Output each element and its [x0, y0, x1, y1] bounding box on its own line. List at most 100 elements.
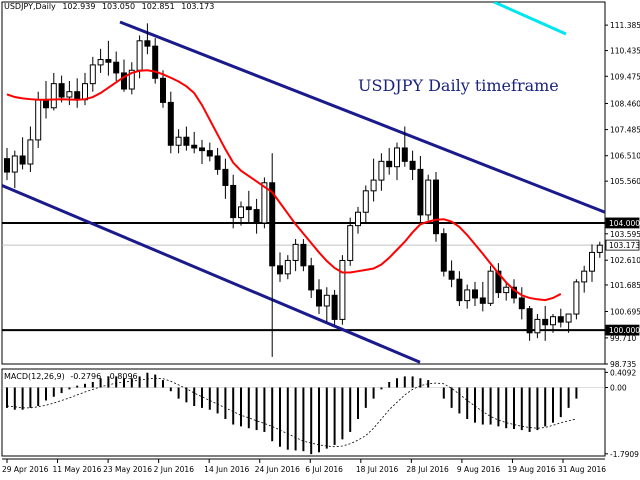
candle — [238, 201, 244, 226]
candle-body-bull — [370, 179, 377, 192]
candle-body-bull — [581, 270, 588, 283]
price-axis-label: 101.685 — [610, 281, 640, 290]
candle-body-bear — [222, 168, 229, 186]
candle — [74, 78, 81, 108]
candle-body-bear — [183, 136, 190, 146]
candle-body-bear — [105, 59, 112, 63]
candle-body-bull — [97, 59, 104, 66]
candle — [417, 155, 424, 223]
candle — [589, 244, 595, 282]
main-panel-frame — [1, 1, 606, 365]
candle-body-bear — [121, 72, 127, 90]
candle — [394, 142, 400, 181]
candle — [347, 217, 354, 266]
price-marker-label: 104.000 — [609, 219, 640, 228]
macd-signal-line — [6, 377, 577, 448]
time-axis-label: 24 Jun 2016 — [255, 465, 300, 474]
candle-body-bull — [425, 179, 432, 216]
candle-body-bear — [4, 158, 10, 173]
candle — [409, 150, 416, 181]
candle-body-bull — [565, 313, 572, 323]
candle — [4, 147, 10, 181]
main-plot — [2, 2, 605, 364]
time-axis-label: 29 Apr 2016 — [2, 465, 49, 474]
candle — [565, 313, 572, 333]
time-axis-label: 2 Jun 2016 — [154, 465, 195, 474]
candle-body-bear — [518, 297, 525, 310]
macd-header: MACD(12,26,9) -0.2796 -0.8096 — [4, 372, 141, 381]
candle — [144, 23, 151, 55]
candle-body-bull — [464, 289, 471, 302]
candle — [362, 185, 369, 223]
candle — [378, 153, 385, 191]
candle-body-bear — [417, 168, 424, 216]
candle — [214, 147, 221, 175]
candle — [526, 306, 533, 341]
candle-body-bear — [206, 150, 213, 157]
candle — [230, 174, 237, 229]
candle-body-bear — [542, 318, 549, 326]
candle — [425, 174, 432, 221]
candle — [433, 172, 439, 242]
candle-body-bear — [152, 45, 159, 79]
candle-body-bear — [456, 278, 463, 302]
candle — [503, 281, 510, 301]
candle — [550, 314, 556, 333]
candle — [472, 281, 478, 307]
candle-body-bull — [66, 91, 73, 98]
moving-average-line — [6, 69, 562, 302]
cyan-trend-line — [493, 2, 567, 36]
price-axis-label: 100.695 — [610, 307, 640, 316]
candle-body-bear — [113, 61, 120, 74]
symbol-label: USDJPY,Daily — [4, 2, 56, 11]
candle — [97, 48, 104, 73]
candle — [152, 38, 159, 84]
candle — [300, 239, 307, 272]
candle-body-bear — [557, 316, 564, 323]
candle — [11, 150, 18, 189]
candle-body-bull — [50, 83, 57, 109]
candle-body-bear — [472, 289, 478, 299]
candle — [581, 265, 588, 293]
candle — [456, 271, 463, 307]
candle — [199, 139, 205, 165]
candle — [253, 198, 260, 234]
price-axis-label: 102.610 — [610, 256, 640, 265]
time-axis-label: 19 Aug 2016 — [507, 465, 555, 474]
channel-lower-line — [2, 184, 421, 364]
candle-body-bull — [238, 206, 244, 219]
candle — [542, 306, 549, 341]
candle — [331, 289, 338, 325]
time-axis-label: 9 Aug 2016 — [457, 465, 500, 474]
candle — [316, 279, 322, 315]
price-axis-label: 111.385 — [610, 21, 640, 30]
candle-body-bear — [300, 243, 307, 267]
candle — [121, 59, 127, 92]
candle-body-bull — [347, 225, 354, 261]
candle-body-bear — [308, 265, 315, 291]
low-value: 102.851 — [141, 2, 175, 11]
price-marker-box — [605, 324, 640, 336]
macd-panel-frame — [1, 368, 606, 457]
candle-body-bear — [277, 265, 283, 275]
time-axis-label: 14 Jun 2016 — [204, 465, 249, 474]
candle — [269, 153, 276, 357]
macd-signal-value: -0.8096 — [106, 372, 138, 381]
candle-body-bear — [526, 308, 533, 334]
candle — [487, 265, 494, 307]
open-value: 102.939 — [62, 2, 96, 11]
price-axis-label: 109.475 — [610, 72, 640, 81]
candle-body-bull — [82, 83, 88, 101]
candle-body-bear — [74, 91, 81, 101]
channel-upper-line — [119, 20, 605, 214]
macd-main-value: -0.2796 — [70, 372, 102, 381]
candle — [573, 279, 580, 320]
candle-body-bear — [440, 233, 447, 272]
price-axis-label: 106.510 — [610, 152, 640, 161]
high-value: 103.050 — [101, 2, 136, 11]
time-axis-label: 11 May 2016 — [53, 465, 102, 474]
candle-body-bull — [89, 64, 96, 85]
candle — [386, 147, 393, 175]
candle — [160, 70, 166, 108]
